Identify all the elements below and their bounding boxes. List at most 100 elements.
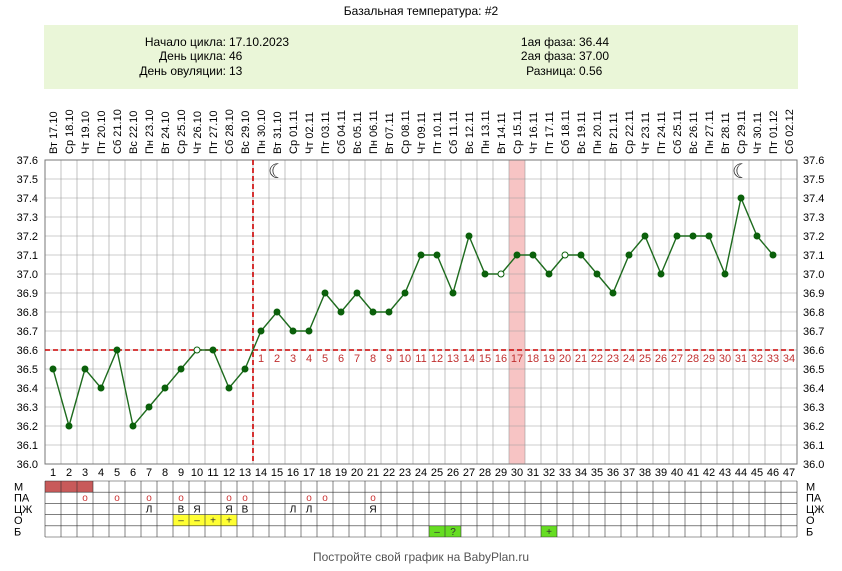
day-number-label: 37 [623,467,635,479]
moon-icon: ☾ [268,161,286,183]
temperature-point [465,232,473,240]
info-cycle-day-label: День цикла: [159,49,226,63]
row-label-left: О [14,515,23,527]
info-cycle-day-value: 46 [229,49,243,63]
plot-border [44,159,798,465]
temperature-point [673,232,681,240]
day-number-label: 1 [50,467,56,479]
day-number-label: 5 [114,467,120,479]
pa-mark: о [178,493,184,504]
date-label: Ср 25.10 [176,109,188,154]
pa-mark: о [242,493,248,504]
row-label-right: Б [806,526,813,538]
date-label: Чт 23.11 [640,112,652,154]
info-phase1-value: 36.44 [579,35,609,49]
temperature-point [65,422,73,430]
date-label: Чт 30.11 [752,112,764,154]
day-number-label: 11 [207,467,218,479]
temperature-point [97,384,105,392]
info-cycle-start-value: 17.10.2023 [229,35,289,49]
post-ovulation-day-label: 1 [258,353,264,365]
row-label-left: ПА [14,493,30,505]
cz-mark: Л [146,504,153,515]
temperature-point [177,365,185,373]
y-tick-label-right: 37.4 [803,193,824,205]
date-label: Вт 24.10 [160,111,172,154]
temperature-point [289,327,297,335]
date-label: Пт 03.11 [320,111,332,154]
cz-mark: Я [193,504,200,515]
day-number-label: 14 [255,467,267,479]
y-tick-label-right: 36.7 [803,326,824,338]
temperature-point [721,270,729,278]
post-ovulation-day-label: 28 [687,353,699,365]
ovulation-test-cell [205,514,221,526]
pa-mark: о [306,493,312,504]
date-label: Вс 12.11 [464,111,476,154]
day-number-label: 9 [178,467,184,479]
footer-link[interactable]: Постройте свой график на BabyPlan.ru [313,550,529,564]
pregnancy-test-mark: + [546,527,552,538]
post-ovulation-day-label: 19 [543,353,555,365]
y-tick-label-right: 36.0 [803,459,824,471]
day-number-label: 27 [463,467,475,479]
date-label: Пн 06.11 [368,110,380,154]
day-number-label: 15 [271,467,283,479]
y-tick-label-right: 37.1 [803,250,824,262]
temperature-point [161,384,169,392]
day-number-label: 12 [223,467,235,479]
axes-layer: 37.6 37.6 37.5 37.5 37.4 37.4 37.3 37.3 37.2 37.2… [17,109,825,479]
post-ovulation-day-label: 2 [274,353,280,365]
y-tick-label-left: 36.3 [17,402,38,414]
day-number-label: 35 [591,467,603,479]
pregnancy-test-mark: – [434,527,440,538]
post-ovulation-day-label: 22 [591,353,603,365]
temperature-point-open [193,346,201,354]
post-ovulation-day-label: 4 [306,353,312,365]
info-phase2-value: 37.00 [579,49,609,63]
date-label: Ср 15.11 [512,110,524,154]
date-label: Вт 07.11 [384,112,396,154]
day-number-label: 33 [559,467,571,479]
y-tick-label-right: 36.3 [803,402,824,414]
post-ovulation-day-label: 5 [322,353,328,365]
post-ovulation-day-label: 11 [415,353,426,365]
y-tick-label-left: 36.8 [17,307,38,319]
ovulation-test-mark: – [194,516,200,527]
row-label-left: М [14,482,23,494]
date-label: Сб 04.11 [336,110,348,154]
post-ovulation-day-label: 12 [431,353,443,365]
day-number-label: 20 [351,467,363,479]
temperature-point [257,327,265,335]
y-tick-label-left: 37.4 [17,193,38,205]
cz-mark: В [178,504,185,515]
post-ovulation-day-label: 30 [719,353,731,365]
day-number-label: 30 [511,467,523,479]
cz-mark: Л [306,504,313,515]
post-ovulation-day-label: 6 [338,353,344,365]
date-label: Пн 23.10 [144,109,156,154]
day-number-label: 47 [783,467,795,479]
date-label: Пт 10.11 [432,111,444,154]
temperature-point [209,346,217,354]
post-ovulation-day-label: 24 [623,353,635,365]
info-cycle-start-label: Начало цикла: [145,35,226,49]
temperature-point [657,270,665,278]
pregnancy-test-cell [445,525,461,537]
day-number-label: 28 [479,467,491,479]
y-tick-label-right: 36.9 [803,288,824,300]
date-label: Чт 19.10 [80,111,92,154]
day-number-label: 45 [751,467,763,479]
ovulation-test-mark: – [178,516,184,527]
temperature-point [449,289,457,297]
temperature-point [81,365,89,373]
ovulation-test-mark: + [210,516,216,527]
day-number-label: 44 [735,467,747,479]
day-number-label: 23 [399,467,411,479]
y-tick-label-right: 36.4 [803,383,824,395]
day-number-label: 17 [303,467,315,479]
day-number-label: 41 [687,467,699,479]
cz-mark: Я [225,504,232,515]
ovulation-test-mark: + [226,516,232,527]
